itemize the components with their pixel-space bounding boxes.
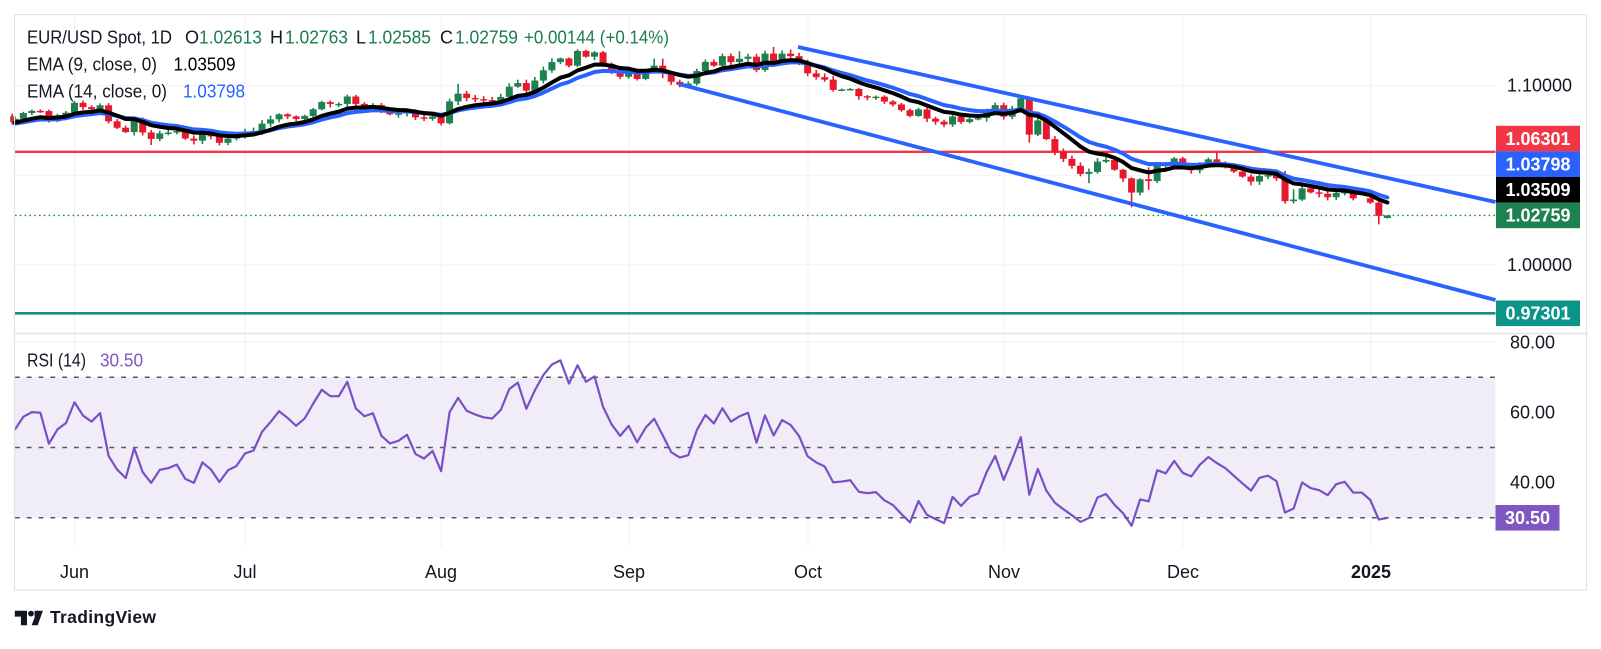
svg-text:1.02585: 1.02585 [368, 27, 431, 47]
svg-text:Dec: Dec [1167, 562, 1199, 582]
svg-text:C: C [440, 27, 453, 47]
svg-text:80.00: 80.00 [1510, 332, 1555, 352]
svg-text:1.00000: 1.00000 [1507, 255, 1572, 275]
svg-text:L: L [356, 27, 366, 47]
svg-text:30.50: 30.50 [1505, 508, 1550, 528]
svg-text:+0.00144 (+0.14%): +0.00144 (+0.14%) [524, 27, 669, 47]
svg-text:Sep: Sep [613, 562, 645, 582]
svg-text:1.03798: 1.03798 [183, 81, 245, 101]
svg-text:TradingView: TradingView [50, 607, 156, 627]
svg-text:1.02613: 1.02613 [199, 27, 262, 47]
svg-text:Nov: Nov [988, 562, 1020, 582]
svg-text:EMA (14, close, 0): EMA (14, close, 0) [27, 81, 167, 101]
svg-text:40.00: 40.00 [1510, 472, 1555, 492]
svg-text:H: H [270, 27, 283, 47]
svg-text:1.02763: 1.02763 [285, 27, 348, 47]
svg-text:1.02759: 1.02759 [455, 27, 518, 47]
svg-text:1.03509: 1.03509 [174, 54, 236, 74]
svg-text:1.10000: 1.10000 [1507, 76, 1572, 96]
svg-text:30.50: 30.50 [100, 351, 143, 371]
svg-text:2025: 2025 [1351, 562, 1391, 582]
svg-text:EMA (9, close, 0): EMA (9, close, 0) [27, 54, 157, 74]
svg-text:Jul: Jul [233, 562, 256, 582]
svg-text:Aug: Aug [425, 562, 457, 582]
svg-text:1.03509: 1.03509 [1505, 180, 1570, 200]
svg-text:1.06301: 1.06301 [1505, 129, 1570, 149]
svg-text:Oct: Oct [794, 562, 822, 582]
svg-text:RSI (14): RSI (14) [27, 351, 86, 371]
svg-text:1.03798: 1.03798 [1505, 155, 1570, 175]
svg-text:1.02759: 1.02759 [1505, 206, 1570, 226]
svg-text:EUR/USD Spot, 1D: EUR/USD Spot, 1D [27, 27, 172, 47]
svg-text:O: O [185, 27, 199, 47]
svg-text:60.00: 60.00 [1510, 402, 1555, 422]
svg-text:0.97301: 0.97301 [1505, 304, 1570, 324]
svg-text:Jun: Jun [60, 562, 89, 582]
